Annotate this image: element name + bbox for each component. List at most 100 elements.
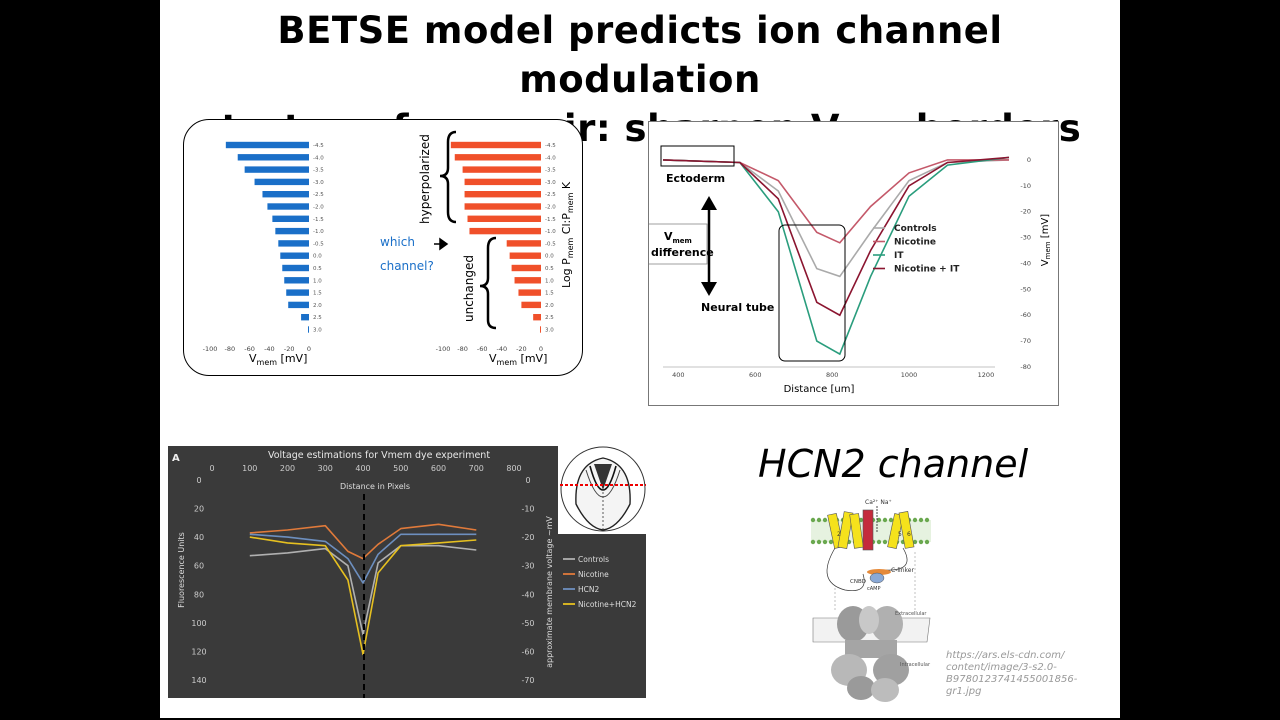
y-tick-label-right: -70	[521, 676, 534, 685]
category-tick-label: 3.0	[545, 328, 554, 334]
lipid-head	[876, 539, 882, 545]
cnbd-shape	[869, 572, 885, 584]
x-tick-label: 400	[672, 371, 684, 379]
right-bar-chart: -4.5 -4.0 -3.5 -3.0 -2.5 -2.0 -1.5 -1.0 -0.5 0.0 0…	[436, 141, 556, 353]
category-tick-label: -2.0	[545, 205, 556, 211]
y-tick-label-left: 140	[191, 676, 206, 685]
category-tick-label: 2.0	[313, 303, 322, 309]
category-tick-label: 1.0	[313, 278, 322, 284]
dye-title: Voltage estimations for Vmem dye experim…	[268, 450, 490, 461]
y-tick-label: -30	[1020, 234, 1031, 242]
legend-label: Nicotine + IT	[894, 265, 960, 275]
x-tick-label: -20	[284, 345, 295, 353]
lipid-head	[918, 517, 924, 523]
category-tick-label: -4.0	[545, 155, 556, 161]
category-tick-label: 2.5	[545, 315, 554, 321]
bar	[450, 141, 541, 149]
dye-legend-panel: Controls Nicotine HCN2 Nicotine+HCN2	[558, 534, 646, 698]
category-tick-label: -0.5	[545, 241, 556, 247]
url-line-4: gr1.jpg	[946, 686, 982, 697]
category-tick-label: -4.5	[313, 143, 324, 149]
profile-ylabel: Vmem [mV]	[1040, 214, 1052, 266]
lipid-head	[810, 539, 816, 545]
y-tick-label-left: 40	[194, 533, 204, 542]
arrow-right-icon	[434, 237, 449, 251]
url-line-2: content/image/3-s2.0-	[946, 662, 1057, 673]
legend-label: Controls	[894, 224, 937, 234]
category-tick-label: 1.5	[545, 291, 554, 297]
category-tick-label: -3.5	[313, 168, 324, 174]
lipid-head	[918, 539, 924, 545]
y-tick-label-right: -10	[521, 505, 534, 514]
right-axis-label: Log Pmem Cl:Pmem K	[560, 181, 575, 288]
transmembrane-helices: 2 5 6	[827, 509, 915, 551]
camp-label: cAMP	[867, 586, 881, 592]
x-tick-label: 1200	[978, 371, 995, 379]
bar	[301, 314, 309, 321]
bar	[540, 326, 541, 333]
profile-xlabel: Distance [um]	[784, 384, 855, 395]
x-tick-label: 800	[826, 371, 838, 379]
y-tick-label-right: -30	[521, 562, 534, 571]
x-tick-label: -60	[477, 345, 488, 353]
bar	[462, 166, 541, 173]
category-tick-label: -2.5	[545, 192, 556, 198]
bar	[288, 301, 309, 309]
bar	[467, 215, 541, 222]
x-tick-label: -80	[457, 345, 468, 353]
bar	[272, 215, 309, 222]
y-tick-label: -70	[1020, 337, 1031, 345]
hyperpolarized-brace	[439, 130, 457, 224]
c-linker-label: C-linker	[891, 567, 914, 574]
y-tick-label-left: 60	[194, 562, 204, 571]
bar-charts-figure: -4.5 -4.0 -3.5 -3.0 -2.5 -2.0 -1.5 -1.0 -0.5 0.0 0…	[203, 130, 575, 367]
lipid-head	[822, 517, 828, 523]
category-tick-label: 1.0	[545, 278, 554, 284]
x-tick-label: 200	[280, 464, 295, 473]
x-tick-label: -40	[496, 345, 507, 353]
right-xlabel: Vmem [mV]	[489, 352, 547, 367]
extracellular-label: Extracellular	[895, 611, 927, 617]
dye-experiment-chart: 0 100 200 300 400 500 600 700 800 0 20 40 60 80 100 120…	[172, 450, 554, 698]
lipid-head	[888, 517, 894, 523]
dye-xlabel: Distance in Pixels	[340, 482, 410, 491]
bar	[237, 154, 309, 161]
y-tick-label: -10	[1020, 182, 1031, 190]
x-tick-label: 0	[209, 464, 214, 473]
x-tick-label: -40	[264, 345, 275, 353]
image-source-url: https://ars.els-cdn.com/ content/image/3…	[946, 650, 1106, 698]
legend-label: Controls	[578, 555, 609, 564]
x-tick-label: 0	[539, 345, 543, 353]
cnbd-label: CNBD	[850, 579, 866, 585]
bar	[511, 264, 541, 272]
category-tick-label: -0.5	[313, 241, 324, 247]
bar	[282, 264, 309, 272]
svg-text:5: 5	[898, 531, 902, 538]
x-tick-label: -100	[436, 345, 451, 353]
bar	[225, 141, 309, 149]
category-tick-label: 2.5	[313, 315, 322, 321]
x-tick-label: -20	[516, 345, 527, 353]
lipid-head	[882, 539, 888, 545]
lipid-head	[882, 517, 888, 523]
slide: BETSE model predicts ion channel modulat…	[160, 0, 1120, 718]
category-tick-label: 0.0	[545, 254, 554, 260]
lipid-head	[816, 539, 822, 545]
legend-label: Nicotine	[578, 570, 609, 579]
x-tick-label: 300	[318, 464, 333, 473]
x-tick-label: 800	[506, 464, 521, 473]
embryo-cross-section-image	[560, 446, 646, 532]
y-tick-label-right: -60	[521, 647, 534, 656]
dye-axes: 0 100 200 300 400 500 600 700 800 0 20 40 60 80 100 120…	[191, 464, 534, 685]
svg-text:2: 2	[837, 531, 841, 538]
category-tick-label: -1.0	[545, 229, 556, 235]
y-tick-label-right: 0	[525, 476, 530, 485]
profile-legend: Controls Nicotine IT Nicotine + IT	[873, 224, 960, 275]
lipid-head	[924, 539, 930, 545]
legend-label: Nicotine+HCN2	[578, 600, 637, 609]
series-line-nicotine	[662, 159, 1009, 244]
difference-label: difference	[651, 246, 714, 259]
bar	[464, 191, 541, 198]
category-tick-label: -1.5	[545, 217, 556, 223]
ectoderm-label: Ectoderm	[666, 172, 725, 185]
